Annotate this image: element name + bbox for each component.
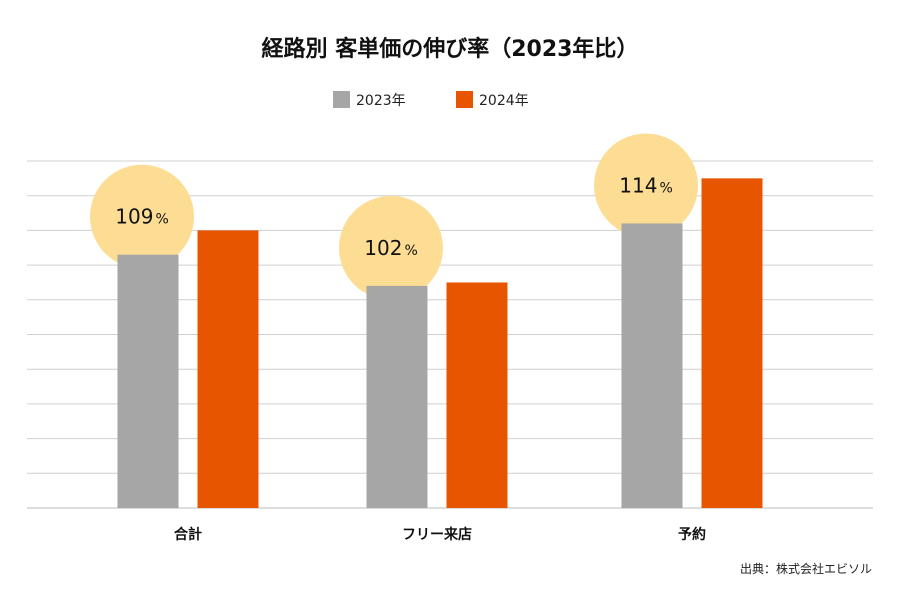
category-label-2: フリー来店 [402,526,472,543]
bar-2023-3 [621,223,683,508]
legend-label-2024: 2024年 [479,93,529,109]
bar-2023-1 [117,254,179,508]
legend-label-2023: 2023年 [356,93,406,109]
category-label-1: 合計 [174,526,202,543]
bars [117,178,763,508]
growth-unit: % [659,180,672,196]
growth-label-2: 102% [364,236,418,260]
legend: 2023年 2024年 [333,91,529,109]
growth-value: 109 [115,205,153,229]
growth-value: 114 [619,173,657,197]
bar-2024-1 [197,230,259,508]
growth-label-3: 114% [619,173,673,197]
growth-labels: 109 %102 %114% [115,173,673,259]
growth-unit: % [404,243,417,259]
legend-swatch-2023 [333,91,350,108]
growth-label-1: 109% [115,205,169,229]
bar-2024-3 [701,178,763,508]
source-note: 出典：株式会社エビソル [740,561,872,576]
growth-circle-3 [594,133,698,238]
growth-value: 102 [364,236,402,260]
category-labels: 合計 フリー来店 予約 [174,526,706,543]
legend-swatch-2024 [456,91,473,108]
growth-unit: % [155,212,168,228]
growth-circle-2 [339,195,443,300]
category-label-3: 予約 [678,526,706,543]
growth-circle-1 [90,164,194,269]
growth-circles [90,133,698,300]
bar-2023-2 [366,285,428,508]
chart-title: 経路別 客単価の伸び率（2023年比） [262,36,639,62]
bar-2024-2 [446,282,508,508]
